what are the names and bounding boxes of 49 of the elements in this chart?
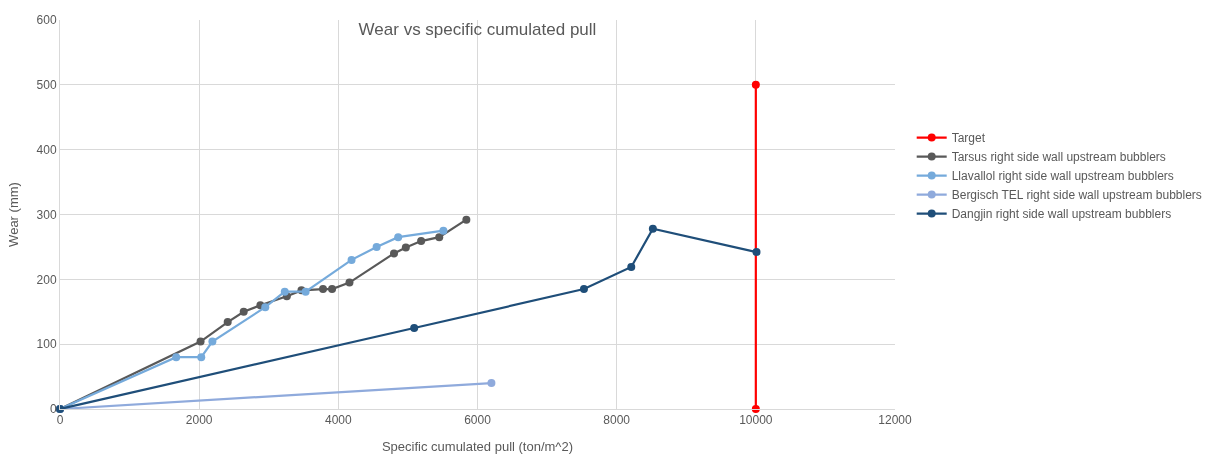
point (462, 215, 471, 224)
point (752, 248, 761, 257)
point (347, 255, 356, 264)
x-tick-label: 2000 (185, 413, 213, 428)
point (579, 285, 588, 294)
x-axis-title: Specific cumulated pull (ton/m^2) (381, 439, 574, 454)
point (410, 323, 419, 332)
point (280, 287, 289, 296)
point (172, 353, 181, 362)
point (487, 379, 496, 388)
legend-label: Dangjin right side wall upstream bubblers (951, 207, 1172, 222)
point (439, 226, 448, 235)
point (372, 242, 381, 251)
point (239, 307, 248, 316)
x-tick-label: 8000 (603, 413, 631, 428)
point (390, 249, 398, 258)
legend-label: Bergisch TEL right side wall upstream bubblers (951, 188, 1202, 203)
y-tick-label: 200 (36, 272, 57, 287)
point (648, 224, 657, 233)
y-tick-label: 100 (36, 337, 57, 352)
point (196, 337, 205, 346)
point (435, 233, 444, 242)
x-tick-label: 6000 (464, 413, 492, 428)
y-tick-label: 0 (49, 402, 57, 417)
point (394, 233, 403, 242)
legend-label: Llavallol right side wall upstream bubblers (951, 169, 1174, 184)
y-tick-label: 400 (36, 142, 57, 157)
point (261, 303, 270, 312)
point (197, 353, 206, 362)
point (417, 237, 426, 246)
y-tick-label: 300 (36, 207, 57, 222)
point (208, 337, 217, 346)
y-axis-title: Wear (mm) (5, 182, 21, 247)
point (401, 243, 410, 252)
chart-title: Wear vs specific cumulated pull (358, 20, 597, 40)
x-tick-label: 12000 (878, 413, 913, 428)
point (751, 80, 760, 89)
point (627, 263, 636, 272)
legend-label: Target (951, 131, 986, 146)
x-tick-label: 4000 (324, 413, 352, 428)
y-tick-label: 600 (36, 13, 57, 28)
legend-label: Tarsus right side wall upstream bubblers (951, 150, 1166, 165)
y-tick-label: 500 (36, 78, 57, 93)
point (345, 278, 354, 287)
point (328, 285, 337, 294)
point (319, 285, 328, 294)
point (223, 318, 232, 327)
x-tick-label: 10000 (739, 413, 773, 428)
point (301, 287, 310, 296)
